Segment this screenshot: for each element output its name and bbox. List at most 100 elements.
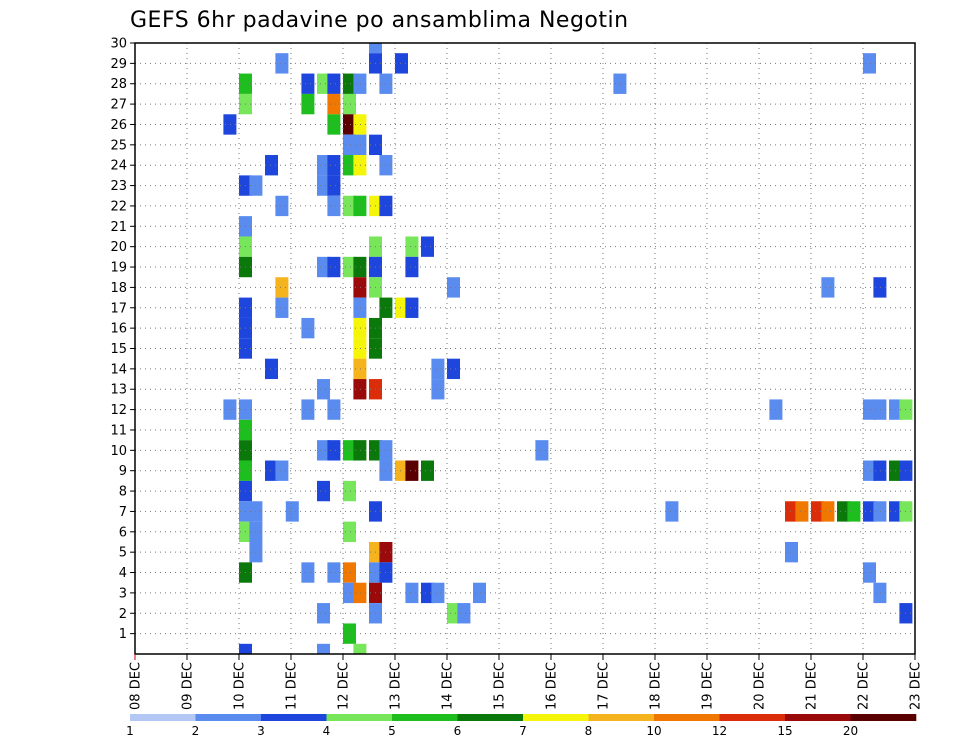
heatmap-cell [353,582,367,604]
heatmap-cell [473,582,486,604]
heatmap-cell [873,501,887,522]
heatmap-cell [317,175,330,196]
heatmap-cell [301,73,315,94]
heatmap-cell [863,460,876,481]
heatmap-cell [353,317,367,339]
y-tick-label: 6 [119,525,127,540]
heatmap-cell [353,358,367,380]
x-tick-label: 18 DEC [649,662,664,710]
x-tick-label: 21 DEC [805,662,820,710]
y-tick-label: 21 [110,220,127,235]
heatmap-cell [327,175,341,196]
heatmap-cell [275,297,289,318]
heatmap-cell [343,440,356,461]
y-tick-label: 17 [110,301,127,316]
heatmap-cell [395,460,408,481]
heatmap-cell [343,195,356,217]
heatmap-cell [821,277,835,298]
heatmap-cell [405,460,419,481]
heatmap-cell [317,379,330,400]
heatmap-cell [837,501,850,522]
y-tick-label: 27 [110,98,127,113]
colorbar-swatch [588,714,655,721]
colorbar-label: 6 [454,724,462,738]
heatmap-cell [301,317,315,339]
heatmap-cell [317,643,330,654]
y-tick-label: 22 [110,199,127,214]
y-tick-label: 13 [110,383,127,398]
colorbar-label: 5 [388,724,396,738]
y-tick-label: 8 [119,485,127,500]
y-tick-label: 24 [110,159,127,174]
colorbar-swatch [785,714,851,721]
heatmap-cell [301,562,315,583]
y-tick-label: 18 [110,281,127,296]
heatmap-cell [353,256,367,278]
heatmap-cell [431,358,445,380]
heatmap-cell [223,114,237,135]
heatmap-cell [343,623,356,644]
colorbar-swatch [392,714,458,721]
heatmap-cell [265,155,278,176]
chart-title: GEFS 6hr padavine po ansamblima Negotin [130,8,629,33]
x-tick-label: 16 DEC [545,662,560,710]
colorbar-swatch [457,714,524,721]
x-tick-label: 14 DEC [441,662,456,710]
heatmap-cell [447,277,460,298]
heatmap-cell [343,134,356,156]
heatmap-cell [421,582,434,604]
heatmap-cell [873,277,887,298]
heatmap-cell [395,53,408,74]
colorbar-swatch [261,714,327,721]
y-tick-label: 26 [110,118,127,133]
colorbar-swatch [195,714,262,721]
heatmap-cell [343,256,356,278]
heatmap-cell [353,643,367,654]
y-tick-label: 10 [110,444,127,459]
heatmap-cell [405,582,419,604]
x-tick-label: 22 DEC [857,662,872,710]
heatmap-cell [847,501,861,522]
heatmap-cell [873,460,887,481]
heatmap-cell [457,603,471,624]
y-tick-label: 7 [119,505,127,520]
heatmap-cell [821,501,835,522]
y-tick-label: 29 [110,57,127,72]
y-tick-label: 5 [119,546,127,561]
heatmap-cell [353,134,367,156]
heatmap-cell [301,399,315,420]
axes: 1234567891011121314151617181920212223242… [110,37,923,710]
heatmap-cell [223,399,237,420]
colorbar-swatch [130,714,196,721]
heatmap-cell [395,297,408,318]
heatmap-cell [873,399,887,420]
heatmap-cell [353,297,367,318]
heatmap-cell [811,501,824,522]
heatmap-cell [317,73,330,94]
heatmap-cell [343,582,356,604]
heatmap-cell [405,297,419,318]
heatmap-cell [863,501,876,522]
heatmap-cell [343,562,356,583]
heatmap-cell [431,379,445,400]
colorbar-label: 10 [646,724,661,738]
heatmap-cell [239,643,252,654]
colorbar-label: 8 [585,724,593,738]
x-tick-label: 15 DEC [493,662,508,710]
colorbar-swatch [523,714,589,721]
heatmap-cell [275,195,289,217]
y-tick-label: 20 [110,240,127,255]
heatmap-cell [353,155,367,176]
x-tick-label: 20 DEC [753,662,768,710]
heatmap-cell [873,582,887,604]
heatmap-cell [613,73,627,94]
colorbar-swatch [326,714,393,721]
heatmap-cell [785,501,798,522]
heatmap-cell [327,155,341,176]
heatmap-cell [863,53,876,74]
heatmap-cell [265,358,278,380]
heatmap-cell [343,93,356,115]
x-tick-label: 19 DEC [701,662,716,710]
